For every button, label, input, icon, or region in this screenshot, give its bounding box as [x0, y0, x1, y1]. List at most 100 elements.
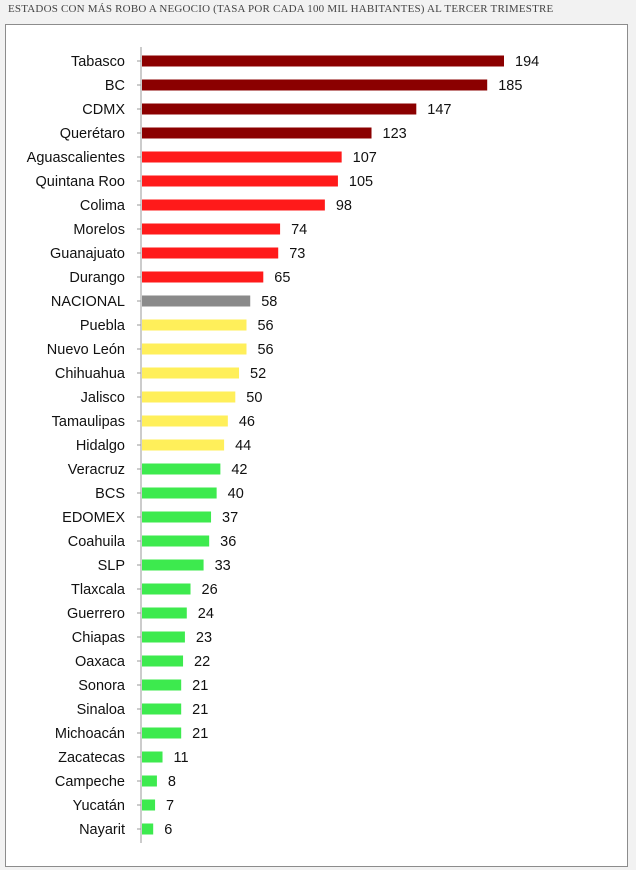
value-label: 46	[239, 414, 255, 430]
value-label: 21	[192, 726, 208, 742]
category-label: Guerrero	[67, 606, 125, 622]
value-label: 40	[228, 486, 244, 502]
value-label: 56	[257, 318, 273, 334]
category-label: Campeche	[55, 774, 125, 790]
category-label: Tabasco	[71, 54, 125, 70]
bar	[142, 655, 184, 667]
bar	[142, 727, 182, 739]
category-label: Hidalgo	[76, 438, 125, 454]
value-label: 22	[194, 654, 210, 670]
category-label: Michoacán	[55, 726, 125, 742]
category-label: Coahuila	[68, 534, 126, 550]
bar	[142, 367, 240, 379]
category-label: Sinaloa	[77, 702, 126, 718]
value-label: 147	[427, 102, 451, 118]
bar	[142, 559, 204, 571]
bar	[142, 295, 251, 307]
bar	[142, 391, 236, 403]
category-label: Chihuahua	[55, 366, 126, 382]
value-label: 107	[353, 150, 377, 166]
value-label: 65	[274, 270, 290, 286]
value-label: 36	[220, 534, 236, 550]
category-label: Yucatán	[73, 798, 125, 814]
value-label: 11	[174, 750, 189, 766]
category-label: Puebla	[80, 318, 126, 334]
bar	[142, 55, 504, 67]
category-label: Veracruz	[68, 462, 125, 478]
bar	[142, 751, 163, 763]
category-label: EDOMEX	[62, 510, 125, 526]
category-label: Chiapas	[72, 630, 125, 646]
bar	[142, 799, 156, 811]
value-label: 44	[235, 438, 251, 454]
category-label: Aguascalientes	[27, 150, 125, 166]
bar	[142, 583, 191, 595]
bar	[142, 535, 210, 547]
value-label: 8	[168, 774, 176, 790]
category-label: Colima	[80, 198, 126, 214]
bar	[142, 439, 225, 451]
value-label: 6	[164, 822, 172, 838]
value-label: 33	[215, 558, 231, 574]
value-label: 21	[192, 702, 208, 718]
category-label: Zacatecas	[58, 750, 125, 766]
value-label: 123	[383, 126, 407, 142]
value-label: 50	[246, 390, 262, 406]
value-label: 26	[202, 582, 218, 598]
category-label: Durango	[69, 270, 125, 286]
bar	[142, 223, 281, 235]
category-label: Sonora	[78, 678, 126, 694]
category-label: Tlaxcala	[71, 582, 126, 598]
category-label: SLP	[98, 558, 125, 574]
bar	[142, 175, 338, 187]
bar	[142, 823, 154, 835]
chart-panel: Tabasco 194 BC 185 CDMX 147 Querétaro 123 Aguasc…	[5, 24, 628, 867]
bar	[142, 319, 247, 331]
category-label: Guanajuato	[50, 246, 125, 262]
bar-chart: Tabasco 194 BC 185 CDMX 147 Querétaro 123 Aguasc…	[27, 47, 539, 843]
value-label: 23	[196, 630, 212, 646]
bar	[142, 271, 264, 283]
chart-title: ESTADOS CON MÁS ROBO A NEGOCIO (TASA POR…	[8, 3, 554, 15]
bar	[142, 703, 182, 715]
bar	[142, 103, 417, 115]
value-label: 24	[198, 606, 214, 622]
value-label: 185	[498, 78, 522, 94]
bar	[142, 247, 279, 259]
value-label: 7	[166, 798, 174, 814]
bar	[142, 151, 342, 163]
bar	[142, 487, 217, 499]
category-label: Quintana Roo	[36, 174, 125, 190]
value-label: 56	[257, 342, 273, 358]
bar	[142, 511, 212, 523]
category-label: Querétaro	[60, 126, 125, 142]
value-label: 21	[192, 678, 208, 694]
bar	[142, 463, 221, 475]
bar	[142, 199, 325, 211]
category-label: Oaxaca	[75, 654, 126, 670]
value-label: 58	[261, 294, 277, 310]
category-label: CDMX	[82, 102, 125, 118]
value-label: 52	[250, 366, 266, 382]
value-label: 37	[222, 510, 238, 526]
category-label: Nuevo León	[47, 342, 125, 358]
category-label: Nayarit	[79, 822, 125, 838]
bar	[142, 343, 247, 355]
value-label: 74	[291, 222, 307, 238]
category-label: BCS	[95, 486, 125, 502]
bar	[142, 415, 228, 427]
value-label: 98	[336, 198, 352, 214]
bar	[142, 679, 182, 691]
category-label: Tamaulipas	[52, 414, 125, 430]
value-label: 73	[289, 246, 305, 262]
category-label: BC	[105, 78, 125, 94]
category-label: NACIONAL	[51, 294, 125, 310]
category-label: Morelos	[73, 222, 125, 238]
bar	[142, 607, 187, 619]
bar	[142, 79, 488, 91]
bar	[142, 775, 157, 787]
value-label: 194	[515, 54, 539, 70]
value-label: 105	[349, 174, 373, 190]
bar	[142, 631, 185, 643]
bar	[142, 127, 372, 139]
